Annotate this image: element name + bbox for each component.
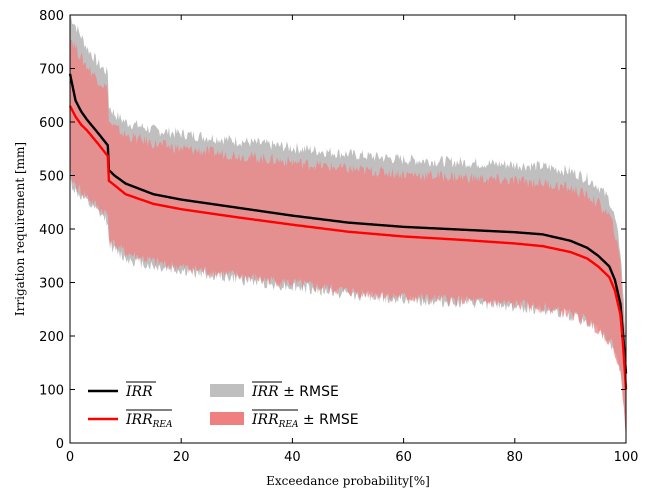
y-tick-label: 500 [39,170,64,185]
x-tick-label: 80 [507,450,524,465]
series-line-irr-rea [68,105,628,390]
legend-item: IRR ± RMSE [210,381,339,400]
x-axis-title: Exceedance probability[%] [266,474,430,488]
legend-item: IRRREA [88,409,173,430]
x-tick-label: 60 [395,450,412,465]
y-tick-label: 100 [39,384,64,399]
legend-label: IRR ± RMSE [251,384,339,400]
legend-label: IRR [125,384,153,400]
legend-swatch [210,412,244,425]
y-tick-label: 0 [56,437,64,452]
legend-label: IRRREA ± RMSE [251,412,359,430]
x-tick-label: 40 [284,450,301,465]
x-tick-label: 100 [614,450,639,465]
y-tick-label: 200 [39,330,64,345]
legend-swatch [210,384,244,397]
y-tick-label: 700 [39,63,64,78]
legend: IRR IRRREA IRR ± RMSE IRRREA ± RMSE [88,381,359,430]
y-axis-title: Irrigation requirement [mm] [13,142,27,316]
y-tick-label: 300 [39,277,64,292]
y-axis: 0 100 200 300 400 500 600 700 800 [39,9,626,452]
x-axis: 0 20 40 60 80 100 [66,15,639,465]
legend-label: IRRREA [125,412,173,430]
bands-layer [70,15,626,439]
band-irr-rea-rmse [70,39,626,439]
x-tick-label: 20 [173,450,190,465]
legend-item: IRR [88,381,156,400]
legend-item: IRRREA ± RMSE [210,409,359,430]
y-tick-label: 800 [39,9,64,24]
lines-layer [68,73,628,390]
y-tick-label: 600 [39,116,64,131]
x-tick-label: 0 [66,450,74,465]
y-tick-label: 400 [39,223,64,238]
series-line-irr [68,73,628,374]
